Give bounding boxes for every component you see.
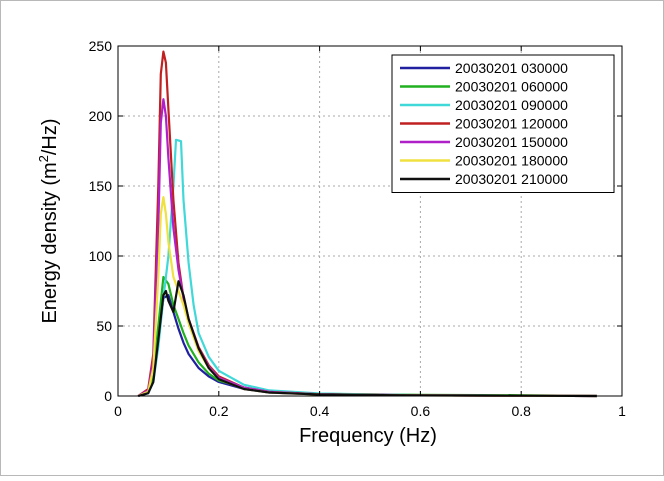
legend: 20030201 030000 20030201 060000 20030201 0… — [391, 54, 615, 193]
series-line — [137, 280, 597, 398]
y-tick-label: 50 — [96, 318, 112, 334]
x-tick-label: 0.4 — [310, 403, 330, 419]
y-axis-label-tail: /Hz) — [39, 118, 61, 155]
y-tick-label: 150 — [89, 178, 113, 194]
y-tick-label: 0 — [104, 388, 112, 404]
y-axis-label-main: Energy density (m — [39, 162, 61, 323]
y-tick-label: 100 — [89, 248, 113, 264]
x-tick-label: 0 — [114, 403, 122, 419]
legend-label: 20030201 060000 — [455, 79, 568, 95]
legend-label: 20030201 180000 — [455, 153, 568, 169]
legend-label: 20030201 120000 — [455, 116, 568, 132]
x-tick-label: 0.8 — [511, 403, 531, 419]
y-tick-label: 250 — [89, 38, 113, 54]
legend-label: 20030201 030000 — [455, 60, 568, 76]
x-axis-label: Frequency (Hz) — [299, 425, 437, 447]
legend-label: 20030201 090000 — [455, 97, 568, 113]
x-tick-label: 1 — [618, 403, 626, 419]
axis-ticks: 0 0.2 0.4 0.6 0.8 1 0 50 100 150 200 250 — [89, 38, 626, 419]
x-tick-label: 0.6 — [411, 403, 431, 419]
x-tick-label: 0.2 — [209, 403, 229, 419]
plot-border — [117, 45, 623, 397]
legend-label: 20030201 150000 — [455, 134, 568, 150]
legend-label: 20030201 210000 — [455, 171, 568, 187]
y-tick-label: 200 — [89, 108, 113, 124]
y-axis-label: Energy density (m2/Hz) — [36, 118, 61, 323]
y-axis-label-sup: 2 — [36, 155, 51, 162]
